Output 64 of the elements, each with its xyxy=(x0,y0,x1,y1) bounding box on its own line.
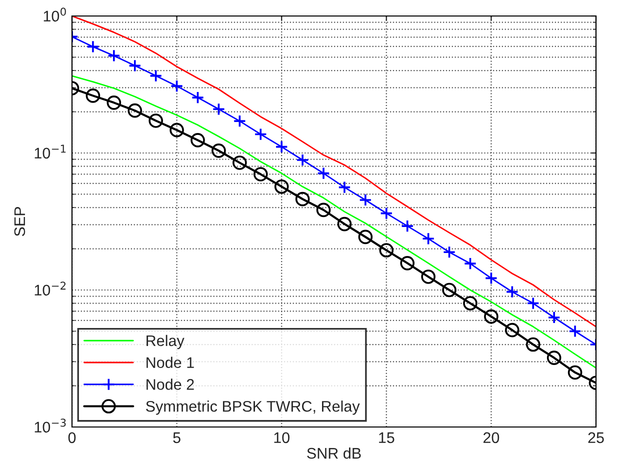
x-tick-label: 15 xyxy=(379,432,394,444)
point xyxy=(253,167,268,182)
point xyxy=(358,230,373,244)
y-axis-title: SEP xyxy=(14,207,26,236)
point xyxy=(275,140,288,154)
x-axis-title: SNR dB xyxy=(307,447,361,459)
point xyxy=(233,114,246,128)
point xyxy=(295,192,310,206)
point xyxy=(400,220,414,232)
point xyxy=(338,180,351,194)
legend-label: Symmetric BPSK TWRC, Relay xyxy=(146,400,360,415)
point xyxy=(148,114,163,128)
point xyxy=(190,133,205,148)
point xyxy=(232,156,247,170)
point xyxy=(296,154,310,166)
point xyxy=(463,296,478,310)
point xyxy=(358,194,372,206)
point xyxy=(274,180,289,194)
point xyxy=(149,69,162,82)
point xyxy=(86,88,100,103)
point xyxy=(421,270,436,284)
point xyxy=(548,311,561,324)
x-tick-label: 20 xyxy=(483,432,500,444)
point xyxy=(170,122,184,138)
point xyxy=(128,59,142,72)
x-tick-label: 25 xyxy=(588,432,604,444)
y-tick-label: 10$^{−3}$ xyxy=(34,418,66,433)
x-tick-label: 10 xyxy=(274,432,290,444)
point xyxy=(191,91,204,104)
point xyxy=(505,322,520,338)
y-tick-label: 10$^{−1}$ xyxy=(34,144,66,159)
point xyxy=(526,296,540,310)
point xyxy=(484,309,498,324)
point xyxy=(86,40,100,54)
point xyxy=(568,365,582,380)
point xyxy=(212,102,226,116)
point xyxy=(526,337,540,352)
point xyxy=(422,232,435,246)
point xyxy=(442,282,456,298)
legend-label: Node 1 xyxy=(146,356,194,368)
point xyxy=(442,246,456,259)
point xyxy=(316,202,331,218)
y-tick-label: 10$^{0}$ xyxy=(44,8,66,22)
point xyxy=(379,243,394,258)
point xyxy=(506,285,519,298)
point xyxy=(337,216,352,232)
legend-label: Node 2 xyxy=(146,378,194,390)
point xyxy=(568,324,582,338)
x-tick-label: 5 xyxy=(173,432,180,444)
point xyxy=(107,49,120,62)
y-tick-label: 10$^{−2}$ xyxy=(34,282,66,296)
legend-label: Relay xyxy=(146,334,184,350)
x-tick-label: 0 xyxy=(68,432,76,444)
point xyxy=(546,350,562,365)
point xyxy=(128,103,142,118)
point xyxy=(484,272,498,285)
point xyxy=(254,128,268,141)
point xyxy=(170,80,184,93)
point xyxy=(106,96,122,110)
point xyxy=(464,257,477,270)
point xyxy=(212,144,226,158)
point xyxy=(400,256,415,270)
point xyxy=(380,206,393,220)
point xyxy=(317,166,330,180)
